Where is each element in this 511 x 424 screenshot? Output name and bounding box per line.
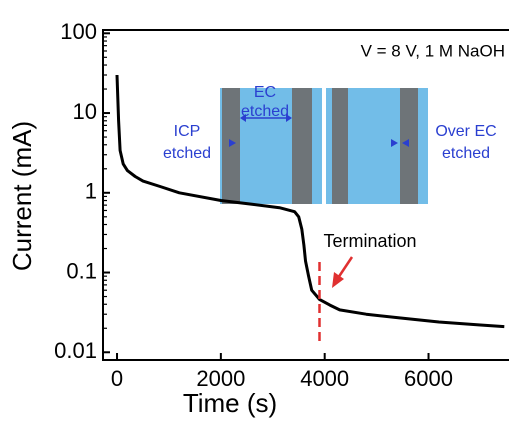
x-axis-title: Time (s) xyxy=(183,388,277,418)
y-tick-label: 100 xyxy=(60,19,97,44)
y-tick-label: 10 xyxy=(73,99,97,124)
y-tick-label: 0.1 xyxy=(66,258,97,283)
inset-label: etched xyxy=(442,145,490,162)
termination-arrowhead xyxy=(332,272,344,288)
x-tick-label: 0 xyxy=(111,366,123,391)
y-tick-label: 0.01 xyxy=(54,338,97,363)
inset-label: Over EC xyxy=(435,123,496,140)
y-axis-title: Current (mA) xyxy=(7,121,37,271)
condition-label: V = 8 V, 1 M NaOH xyxy=(361,41,505,60)
inset-label: EC xyxy=(254,84,276,101)
termination-label: Termination xyxy=(323,231,416,251)
inset-label: etched xyxy=(241,103,289,120)
x-tick-label: 2000 xyxy=(196,366,245,391)
y-tick-label: 1 xyxy=(85,179,97,204)
axis-frame xyxy=(102,29,509,361)
data-line xyxy=(115,74,505,329)
termination-arrow xyxy=(336,256,354,279)
inset-arrows xyxy=(229,114,409,147)
inset-label: etched xyxy=(163,145,211,162)
x-tick-label: 4000 xyxy=(300,366,349,391)
x-tick-label: 6000 xyxy=(404,366,453,391)
inset-label: ICP xyxy=(174,123,201,140)
